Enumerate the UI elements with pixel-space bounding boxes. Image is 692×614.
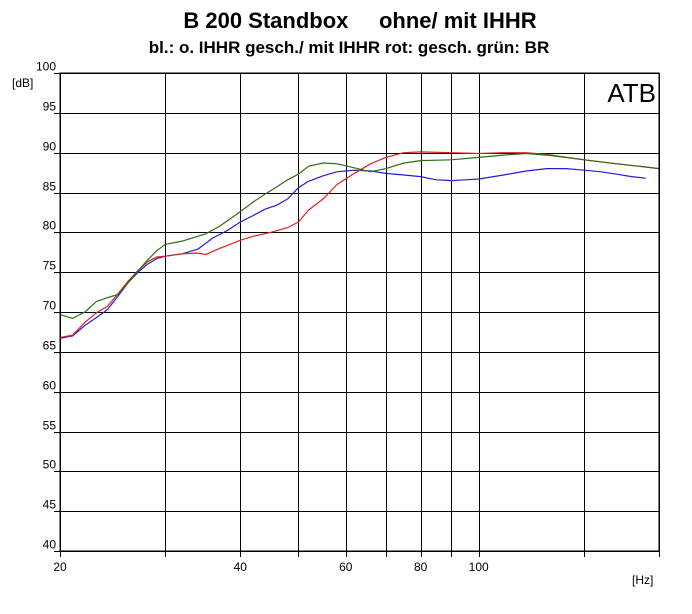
- y-tick-label: 85: [43, 180, 57, 194]
- y-tick-label: 65: [43, 339, 57, 353]
- x-tick-label: 80: [414, 560, 428, 574]
- y-tick-label: 50: [43, 458, 57, 472]
- y-tick-label: 60: [43, 379, 57, 393]
- y-tick-label: 80: [43, 219, 57, 233]
- y-axis-label: [dB]: [12, 76, 33, 90]
- y-tick-label: 55: [43, 419, 57, 433]
- x-tick-label: 40: [234, 560, 248, 574]
- y-tick-label: 70: [43, 299, 57, 313]
- atb-badge: ATB: [607, 78, 656, 108]
- y-tick-label: 90: [43, 140, 57, 154]
- y-tick-label: 75: [43, 259, 57, 273]
- x-tick-label: 100: [469, 560, 489, 574]
- series-line-1: [59, 168, 646, 339]
- chart-series: [59, 151, 660, 339]
- chart-subtitle: bl.: o. IHHR gesch./ mit IHHR rot: gesch…: [149, 38, 549, 57]
- y-tick-label: 45: [43, 498, 57, 512]
- x-tick-label: 20: [53, 560, 67, 574]
- plot-frame: [59, 72, 660, 552]
- series-line-2: [59, 151, 660, 339]
- series-line-3: [59, 152, 660, 319]
- y-tick-label: 95: [43, 100, 57, 114]
- axis-tick-labels: 40 45 50 55 60 65 70 75 80 85 90 95 100 20 40 60 80 100: [36, 60, 489, 575]
- x-axis-label: [Hz]: [632, 573, 653, 587]
- chart-title: B 200 Standbox ohne/ mit IHHR: [183, 8, 536, 33]
- y-tick-label: 100: [36, 60, 56, 74]
- y-tick-label: 40: [43, 538, 57, 552]
- chart-grid: [54, 73, 660, 557]
- x-tick-label: 60: [339, 560, 353, 574]
